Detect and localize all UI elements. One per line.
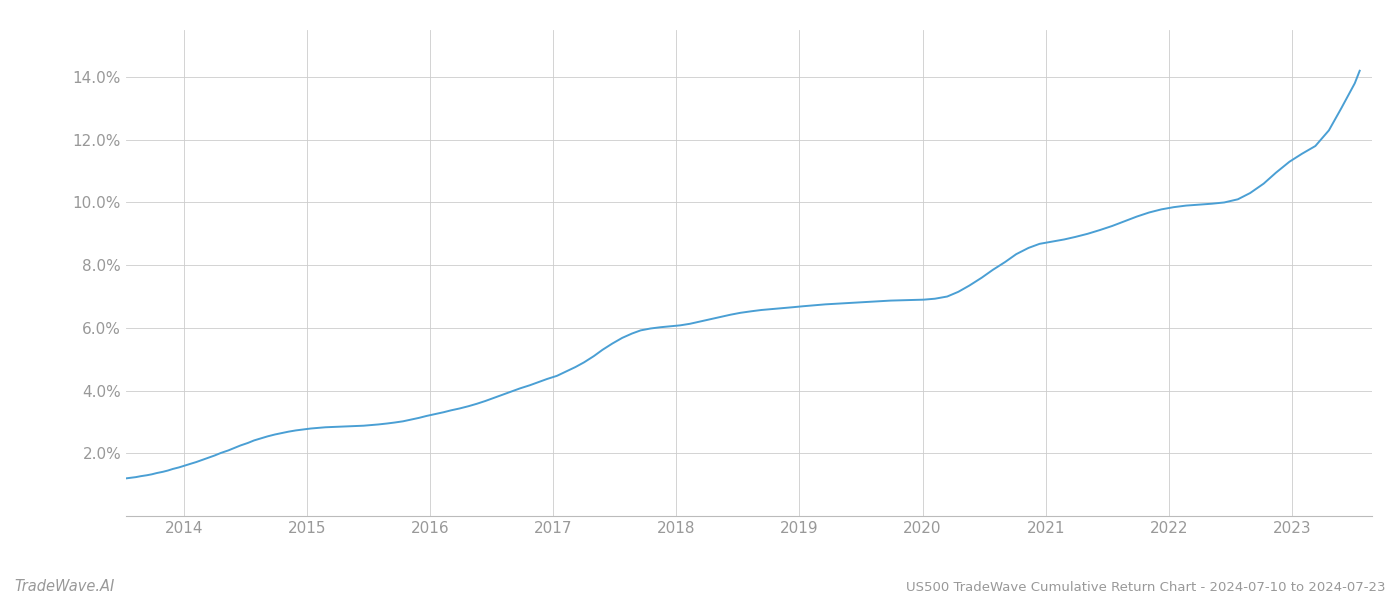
- Text: US500 TradeWave Cumulative Return Chart - 2024-07-10 to 2024-07-23: US500 TradeWave Cumulative Return Chart …: [907, 581, 1386, 594]
- Text: TradeWave.AI: TradeWave.AI: [14, 579, 115, 594]
